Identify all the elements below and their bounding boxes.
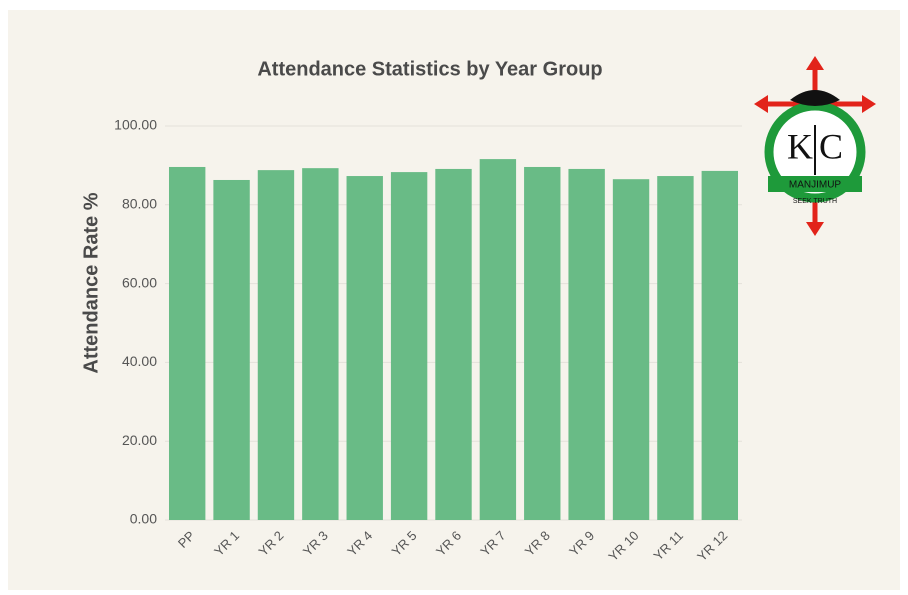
bar: [657, 176, 694, 520]
y-axis-label: Attendance Rate %: [80, 192, 102, 373]
logo-bird: [790, 90, 840, 106]
bar: [701, 170, 739, 520]
y-tick-label: 0.00: [130, 511, 157, 527]
bar: [479, 159, 517, 520]
bar: [524, 166, 561, 520]
logo-motto: SEEK TRUTH: [793, 198, 837, 205]
logo-arrow: [806, 222, 824, 236]
logo-banner: [768, 176, 862, 192]
logo-arrow: [862, 95, 876, 113]
bar: [213, 179, 250, 520]
y-tick-label: 100.00: [114, 117, 157, 133]
y-tick-label: 40.00: [122, 353, 157, 369]
chart-title: Attendance Statistics by Year Group: [257, 58, 602, 80]
logo-name: MANJIMUP: [789, 180, 842, 191]
logo: K C MANJIMUP SEEK TRUTH: [754, 56, 876, 236]
bar: [612, 179, 650, 520]
bar: [435, 168, 472, 521]
y-tick-label: 20.00: [122, 432, 157, 448]
y-tick-label: 80.00: [122, 196, 157, 212]
bar: [302, 168, 339, 520]
logo-letter: C: [819, 126, 843, 166]
logo-arrow: [806, 56, 824, 70]
bar: [257, 170, 295, 521]
logo-arrow: [754, 95, 768, 113]
y-tick-label: 60.00: [122, 274, 157, 290]
bar: [568, 168, 605, 521]
logo-letter: K: [787, 126, 813, 166]
bar: [168, 166, 206, 520]
bar: [346, 176, 383, 520]
bar: [390, 172, 428, 520]
